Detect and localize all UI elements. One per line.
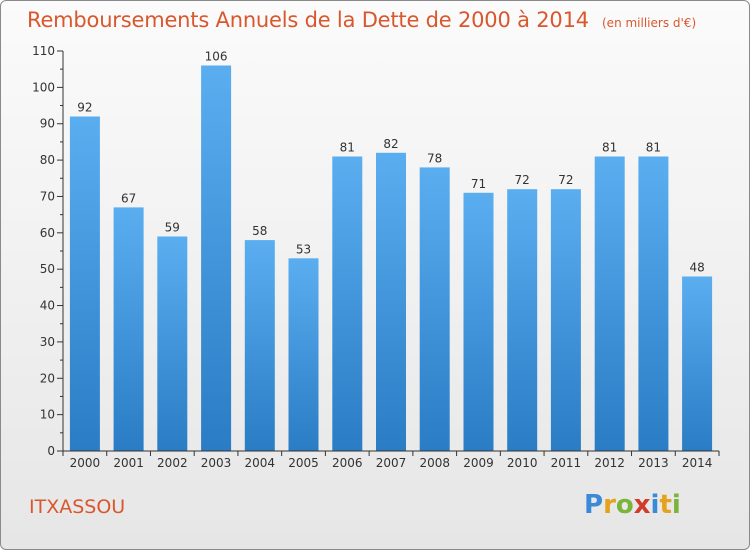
value-label-2013: 81 xyxy=(646,141,661,155)
bar-2000 xyxy=(69,116,100,451)
x-tick-label-2009: 2009 xyxy=(463,456,494,470)
bar-2005 xyxy=(288,258,319,451)
value-label-2001: 67 xyxy=(121,191,136,205)
y-tick-label-20: 20 xyxy=(40,371,55,385)
title-row: Remboursements Annuels de la Dette de 20… xyxy=(27,8,696,32)
x-tick-label-2011: 2011 xyxy=(551,456,582,470)
logo-letter: t xyxy=(659,490,672,520)
x-tick-label-2007: 2007 xyxy=(376,456,407,470)
y-tick-label-10: 10 xyxy=(40,408,55,422)
y-tick-label-90: 90 xyxy=(40,117,55,131)
chart-subtitle: (en milliers d'€) xyxy=(602,16,697,30)
y-tick-label-80: 80 xyxy=(40,153,55,167)
logo-letter: r xyxy=(603,490,616,520)
bar-2002 xyxy=(157,236,188,451)
bar-2014 xyxy=(682,276,713,451)
x-tick-label-2012: 2012 xyxy=(594,456,625,470)
y-tick-label-70: 70 xyxy=(40,189,55,203)
value-label-2007: 82 xyxy=(383,137,398,151)
value-label-2012: 81 xyxy=(602,141,617,155)
value-label-2010: 72 xyxy=(515,173,530,187)
axes-layer: 0 10 20 30 40 50 60 70 80 90 100 110 2000 2001 2002 200… xyxy=(32,44,720,470)
logo-letter: P xyxy=(584,490,604,520)
x-tick-label-2006: 2006 xyxy=(332,456,363,470)
value-label-2003: 106 xyxy=(205,50,228,64)
logo-letter: o xyxy=(615,490,634,520)
value-label-2014: 48 xyxy=(689,261,704,275)
x-tick-label-2000: 2000 xyxy=(70,456,101,470)
bar-2009 xyxy=(463,192,494,452)
bars-layer: 92 67 59 106 58 53 81 82 78 71 72 72 81 81 48 xyxy=(69,50,713,452)
logo-letter: i xyxy=(671,490,681,520)
bar-2001 xyxy=(113,207,144,451)
y-tick-label-100: 100 xyxy=(32,80,55,94)
value-label-2002: 59 xyxy=(165,221,180,235)
value-label-2005: 53 xyxy=(296,242,311,256)
x-tick-label-2008: 2008 xyxy=(419,456,450,470)
city-name: ITXASSOU xyxy=(29,496,126,518)
x-tick-label-2005: 2005 xyxy=(288,456,319,470)
bar-2004 xyxy=(244,240,275,451)
x-tick-label-2002: 2002 xyxy=(157,456,188,470)
value-label-2000: 92 xyxy=(77,101,92,115)
value-label-2011: 72 xyxy=(558,173,573,187)
x-tick-label-2004: 2004 xyxy=(245,456,276,470)
bar-2003 xyxy=(201,65,232,451)
value-label-2009: 71 xyxy=(471,177,486,191)
bar-2011 xyxy=(550,189,581,451)
y-tick-label-60: 60 xyxy=(40,226,55,240)
bar-2010 xyxy=(507,189,538,451)
logo-letter: x xyxy=(633,490,651,520)
y-tick-label-50: 50 xyxy=(40,262,55,276)
value-label-2008: 78 xyxy=(427,151,442,165)
y-tick-label-40: 40 xyxy=(40,299,55,313)
value-label-2006: 81 xyxy=(340,141,355,155)
x-tick-label-2010: 2010 xyxy=(507,456,538,470)
bar-2008 xyxy=(419,167,450,451)
proxiti-logo[interactable]: Proxiti xyxy=(584,490,681,520)
value-label-2004: 58 xyxy=(252,224,267,238)
x-tick-label-2014: 2014 xyxy=(682,456,713,470)
bar-2006 xyxy=(332,156,363,451)
bar-2007 xyxy=(376,152,406,452)
bar-2013 xyxy=(638,156,669,451)
y-tick-label-110: 110 xyxy=(32,44,55,58)
x-tick-label-2001: 2001 xyxy=(113,456,144,470)
logo-letter: i xyxy=(650,490,660,520)
y-tick-label-0: 0 xyxy=(47,444,55,458)
x-tick-label-2003: 2003 xyxy=(201,456,232,470)
bar-2012 xyxy=(594,156,625,451)
x-tick-label-2013: 2013 xyxy=(638,456,669,470)
y-tick-label-30: 30 xyxy=(40,335,55,349)
chart-title: Remboursements Annuels de la Dette de 20… xyxy=(27,8,589,32)
